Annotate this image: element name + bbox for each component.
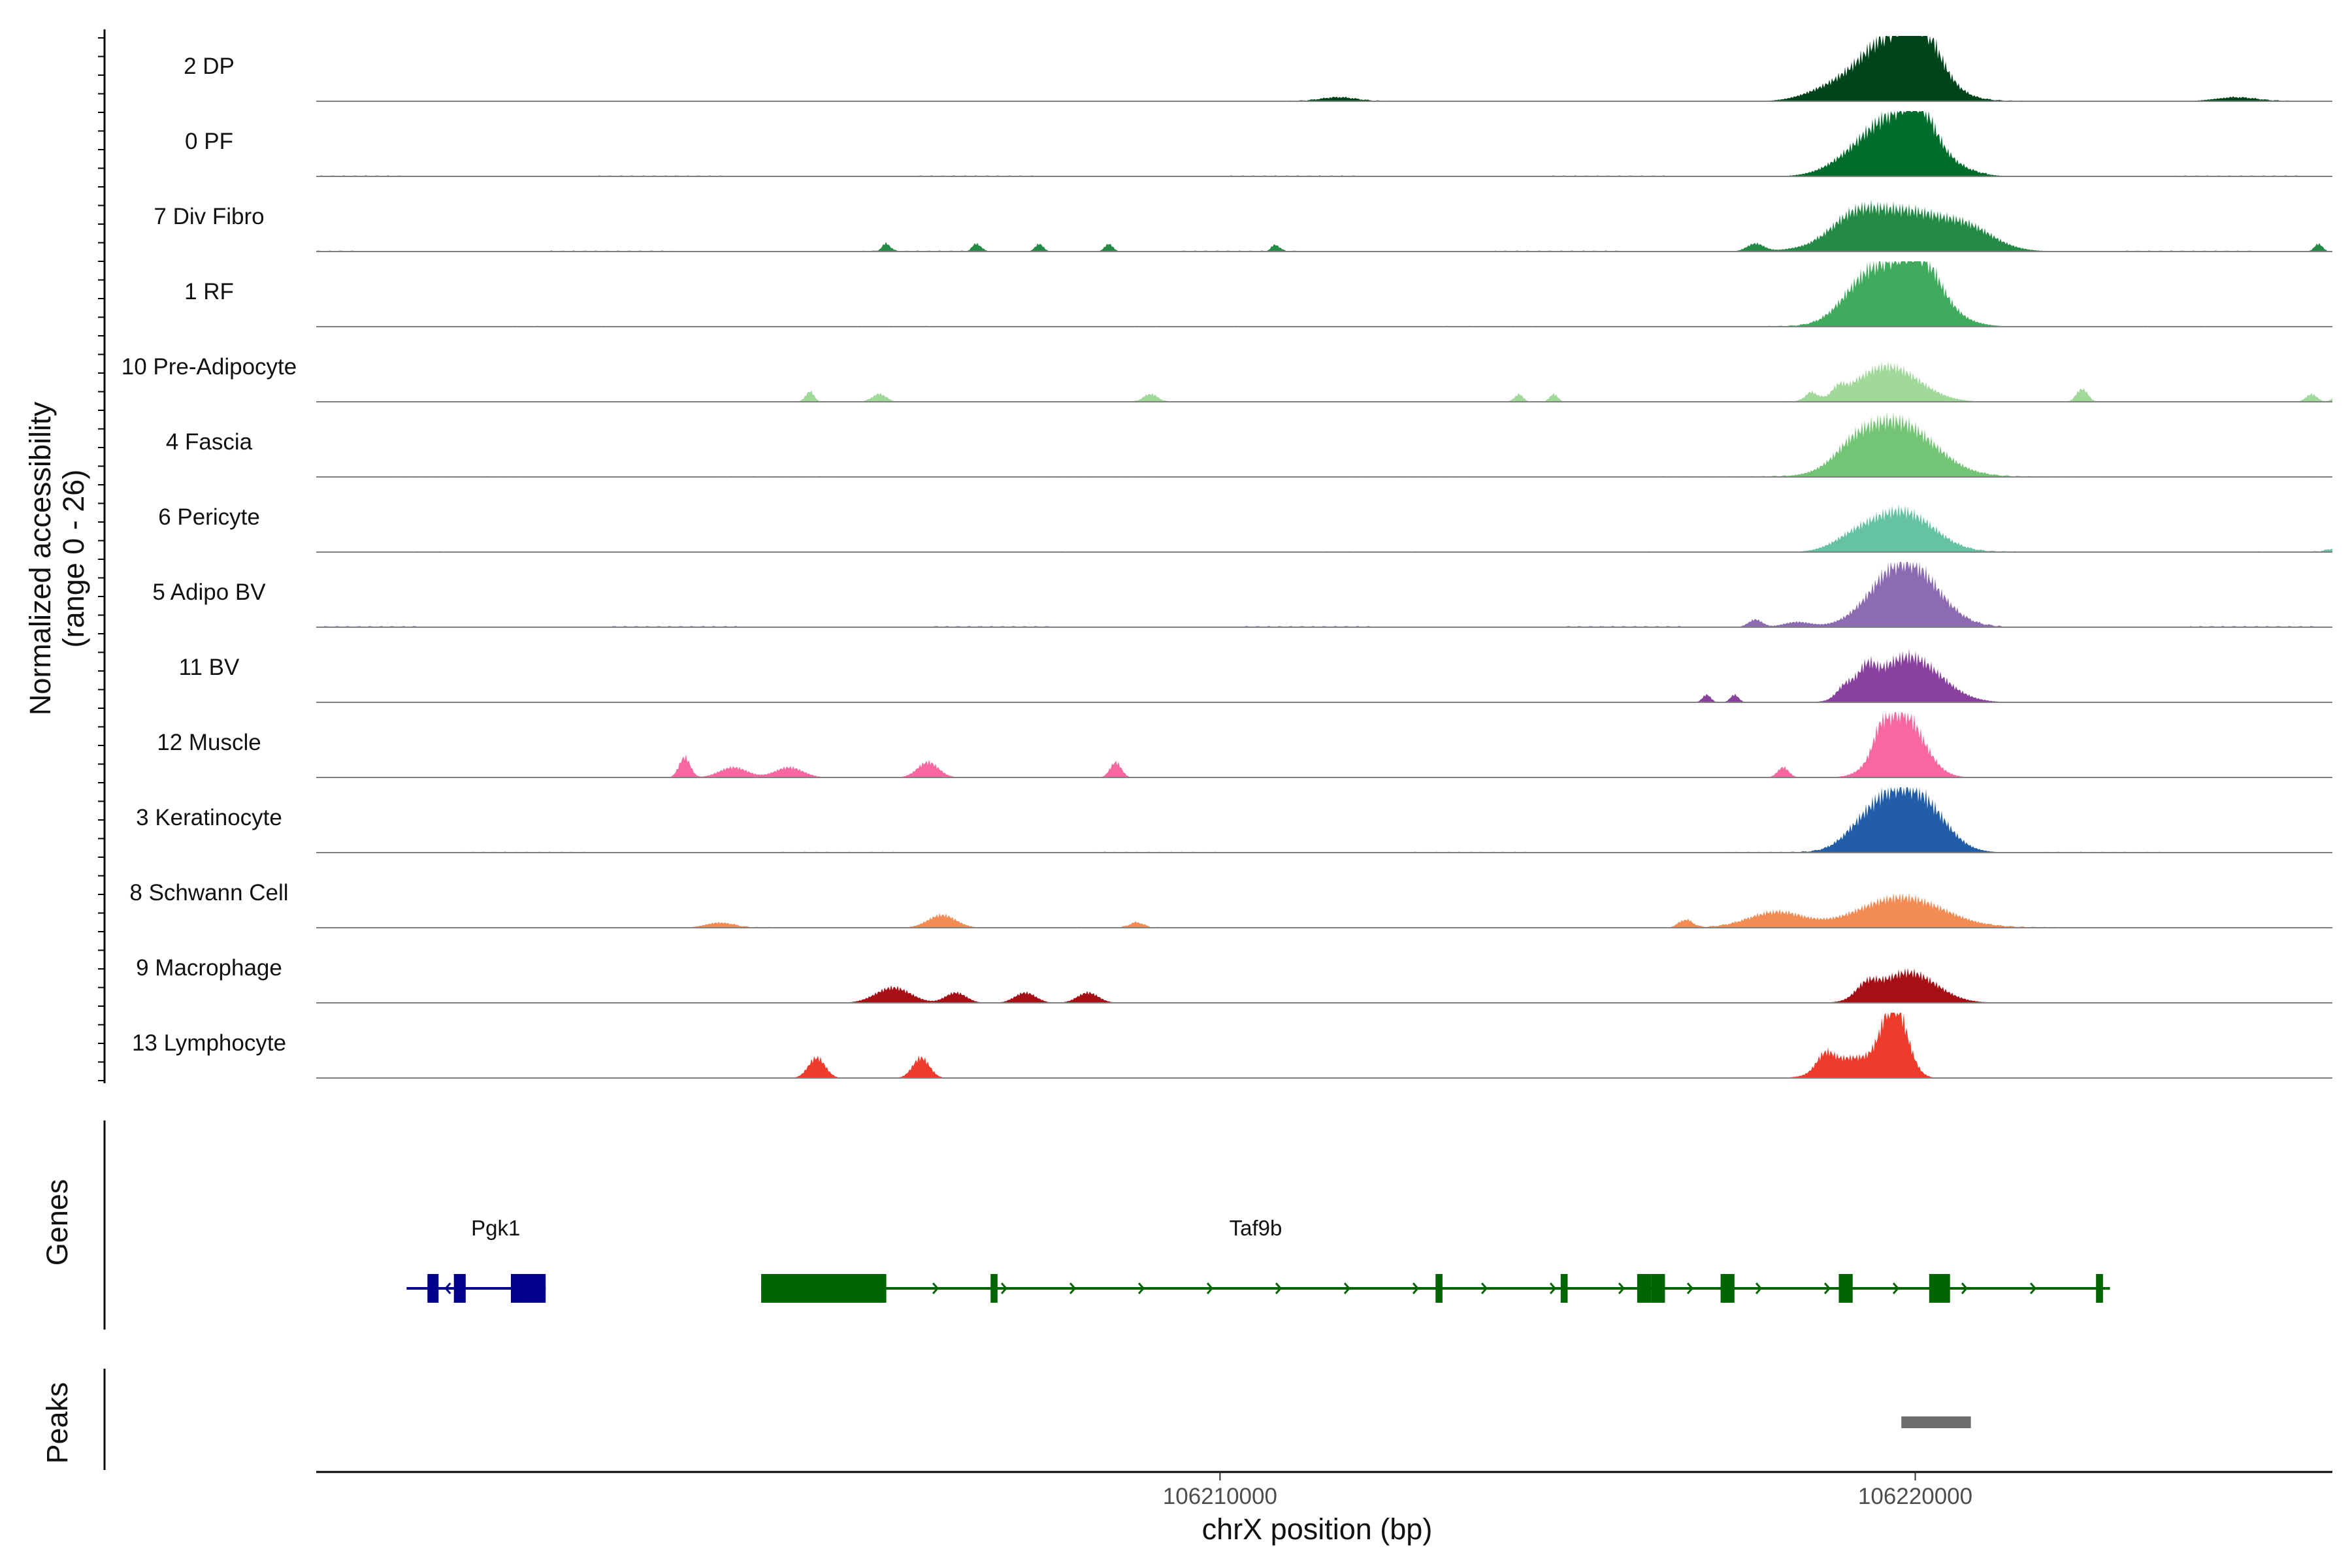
track-label: 0 PF [185, 129, 233, 154]
strand-arrow [1000, 1282, 1008, 1294]
exon-block [1720, 1274, 1735, 1303]
genes-axis-title: Genes [41, 1179, 74, 1266]
strand-arrow [1137, 1282, 1145, 1294]
exon-block [1651, 1274, 1665, 1303]
coverage-area [316, 562, 2332, 627]
coverage-tracks: 2 DP 0 PF 7 Div Fibro 1 RF 10 Pre-Adipocyte 4… [122, 36, 2332, 1079]
gene-pgk1: Pgk1 [406, 1216, 546, 1303]
strand-arrow [1755, 1282, 1763, 1294]
track-label: 13 Lymphocyte [132, 1030, 286, 1056]
track-label: 7 Div Fibro [154, 204, 264, 229]
exon-block [427, 1274, 439, 1303]
track-label: 4 Fascia [166, 429, 253, 455]
strand-arrow [1686, 1282, 1694, 1294]
strand-arrow [1275, 1282, 1282, 1294]
gene-track: Pgk1 Taf9b [406, 1216, 2110, 1303]
x-tick-label: 106220000 [1858, 1484, 1972, 1509]
strand-arrow [1206, 1282, 1214, 1294]
track-11-bv: 11 BV [179, 649, 2332, 703]
strand-arrow [1549, 1282, 1557, 1294]
exon-block [453, 1274, 459, 1303]
coverage-area [316, 360, 2332, 402]
strand-arrow [2029, 1282, 2037, 1294]
coverage-area [316, 261, 2332, 327]
track-label: 8 Schwann Cell [129, 880, 288, 906]
exon-block [1435, 1274, 1443, 1303]
track-8-schwann-cell: 8 Schwann Cell [129, 880, 2332, 928]
track-3-keratinocyte: 3 Keratinocyte [136, 787, 2332, 853]
peaks-axis-title: Peaks [41, 1382, 74, 1463]
track-label: 1 RF [184, 279, 234, 304]
gene-taf9b: Taf9b [761, 1216, 2110, 1303]
strand-arrow [1892, 1282, 1900, 1294]
strand-arrow [1412, 1282, 1420, 1294]
exon-block [1637, 1274, 1652, 1303]
x-axis-title: chrX position (bp) [1202, 1512, 1433, 1546]
strand-arrow [1480, 1282, 1488, 1294]
track-6-pericyte: 6 Pericyte [158, 504, 2332, 553]
axes: 106210000 106220000 [98, 29, 2332, 1509]
track-9-macrophage: 9 Macrophage [136, 955, 2332, 1004]
track-7-div-fibro: 7 Div Fibro [154, 199, 2332, 252]
strand-arrow [1823, 1282, 1831, 1294]
exon-block [1838, 1274, 1853, 1303]
coverage-area [316, 36, 2332, 101]
coverage-area [316, 412, 2332, 477]
gene-label: Taf9b [1230, 1216, 1282, 1240]
track-0-pf: 0 PF [185, 111, 2332, 177]
y-axis-title-line2: (range 0 - 26) [57, 470, 90, 648]
strand-arrow [932, 1282, 939, 1294]
track-label: 5 Adipo BV [152, 580, 266, 605]
exon-block [990, 1274, 998, 1303]
track-label: 6 Pericyte [158, 504, 260, 530]
coverage-area [316, 892, 2332, 928]
peak-track [1901, 1416, 1971, 1428]
strand-arrow [1961, 1282, 1968, 1294]
exon-block [1929, 1274, 1950, 1303]
coverage-area [316, 787, 2332, 853]
exon-block [2096, 1274, 2103, 1303]
track-label: 3 Keratinocyte [136, 805, 282, 830]
track-13-lymphocyte: 13 Lymphocyte [132, 1013, 2332, 1079]
coverage-area [316, 1013, 2332, 1078]
coverage-area [316, 111, 2332, 176]
exon-block [1560, 1274, 1568, 1303]
track-10-pre-adipocyte: 10 Pre-Adipocyte [122, 354, 2332, 402]
track-label: 10 Pre-Adipocyte [122, 354, 297, 380]
x-tick-label: 106210000 [1163, 1484, 1277, 1509]
track-label: 12 Muscle [157, 730, 261, 755]
coverage-area [316, 712, 2332, 777]
peak-region [1901, 1416, 1971, 1428]
coverage-area [316, 199, 2332, 252]
track-1-rf: 1 RF [184, 261, 2332, 327]
strand-arrow [1069, 1282, 1077, 1294]
strand-arrow [1343, 1282, 1351, 1294]
gene-label: Pgk1 [471, 1216, 520, 1240]
track-12-muscle: 12 Muscle [157, 712, 2332, 778]
track-4-fascia: 4 Fascia [166, 412, 2332, 478]
track-2-dp: 2 DP [184, 36, 2332, 102]
coverage-area [316, 968, 2332, 1003]
track-5-adipo-bv: 5 Adipo BV [152, 562, 2332, 628]
coverage-area [316, 504, 2332, 552]
coverage-area [316, 649, 2332, 702]
track-label: 9 Macrophage [136, 955, 282, 981]
exon-block [761, 1274, 887, 1303]
strand-arrow [444, 1282, 451, 1294]
exon-block [510, 1274, 546, 1303]
track-label: 2 DP [184, 54, 235, 79]
y-axis-title-line1: Normalized accessibility [24, 401, 57, 715]
track-label: 11 BV [179, 655, 240, 680]
strand-arrow [1618, 1282, 1625, 1294]
